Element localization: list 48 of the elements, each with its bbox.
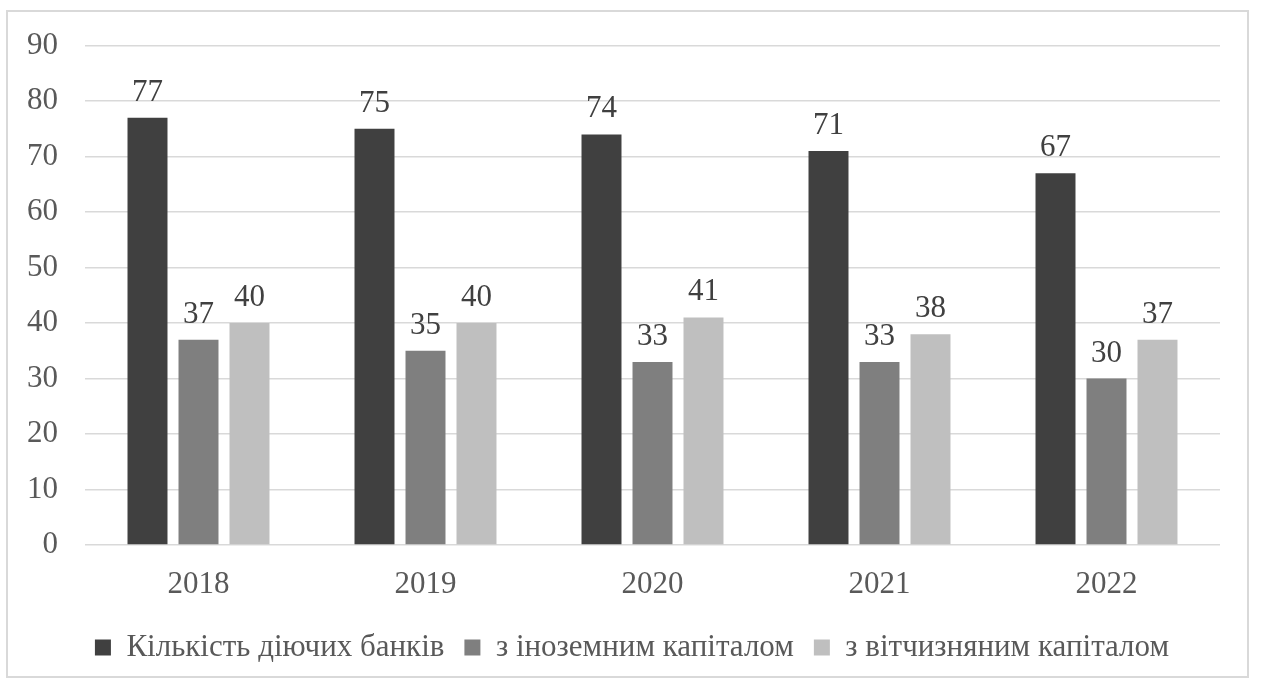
x-tick-label: 2019 (394, 564, 457, 600)
y-tick-label: 80 (27, 81, 58, 117)
bar (229, 323, 270, 545)
y-tick-label: 90 (27, 25, 58, 61)
bar (683, 317, 724, 545)
x-tick-label: 2021 (848, 564, 911, 600)
bar (910, 334, 951, 545)
bar (405, 350, 446, 545)
y-tick-label: 30 (27, 358, 58, 394)
y-tick-label: 10 (27, 469, 58, 505)
y-tick-label: 20 (27, 414, 58, 450)
data-label: 30 (1091, 333, 1122, 369)
data-label: 40 (461, 278, 492, 314)
bar (1137, 339, 1178, 545)
legend-label: з вітчизняним капіталом (845, 627, 1170, 663)
legend-label: Кількість діючих банків (126, 627, 445, 663)
data-label: 33 (637, 316, 668, 352)
data-label: 77 (132, 72, 163, 108)
data-label: 41 (688, 272, 719, 308)
legend-label: з іноземним капіталом (495, 627, 794, 663)
y-tick-label: 60 (27, 192, 58, 228)
bar (178, 339, 219, 545)
data-label: 40 (234, 278, 265, 314)
data-label: 75 (359, 83, 390, 119)
data-label: 67 (1040, 128, 1071, 164)
bar (859, 361, 900, 545)
bar (354, 128, 395, 545)
x-tick-label: 2022 (1075, 564, 1138, 600)
x-tick-label: 2018 (167, 564, 230, 600)
y-tick-label: 70 (27, 136, 58, 172)
data-label: 33 (864, 316, 895, 352)
bar (456, 323, 497, 545)
bar (127, 117, 168, 545)
bar (1035, 173, 1076, 545)
bar (1086, 378, 1127, 545)
bar (581, 134, 622, 545)
y-tick-label: 50 (27, 247, 58, 283)
data-label: 74 (586, 89, 618, 125)
y-tick-label: 40 (27, 303, 58, 339)
y-tick-label: 0 (42, 525, 58, 561)
data-label: 71 (813, 106, 844, 142)
data-label: 37 (1142, 294, 1173, 330)
bar (808, 151, 849, 545)
data-label: 38 (915, 289, 946, 325)
data-label: 37 (183, 294, 214, 330)
data-label: 35 (410, 305, 441, 341)
x-tick-label: 2020 (621, 564, 684, 600)
bar (632, 361, 673, 545)
